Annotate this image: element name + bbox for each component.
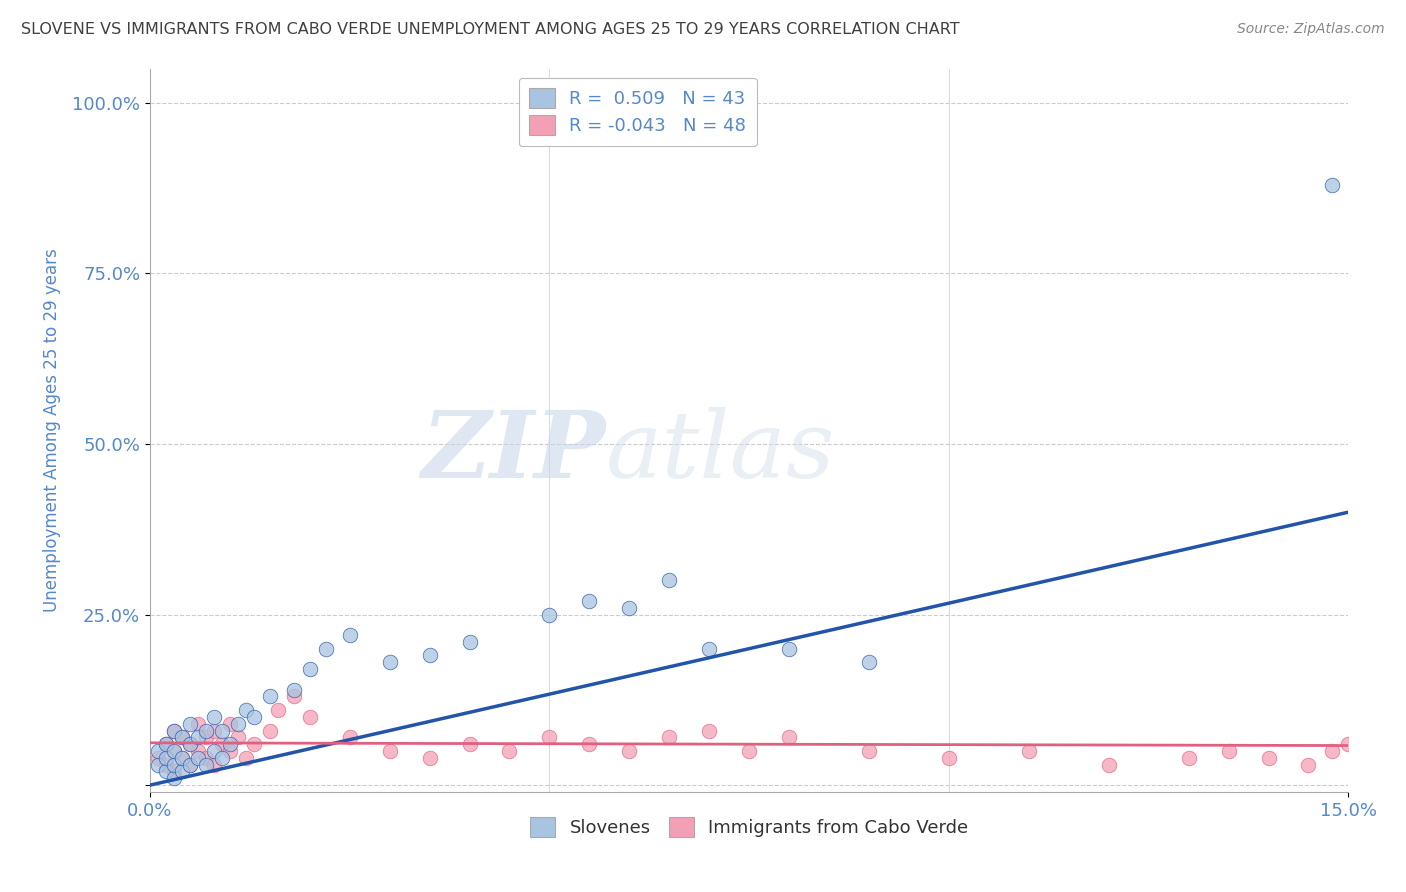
Point <box>187 716 209 731</box>
Point <box>163 744 186 758</box>
Point <box>146 757 169 772</box>
Point <box>378 744 401 758</box>
Point <box>235 703 257 717</box>
Legend: Slovenes, Immigrants from Cabo Verde: Slovenes, Immigrants from Cabo Verde <box>523 810 976 845</box>
Point <box>283 682 305 697</box>
Point <box>218 737 240 751</box>
Point <box>498 744 520 758</box>
Point <box>179 716 201 731</box>
Text: Source: ZipAtlas.com: Source: ZipAtlas.com <box>1237 22 1385 37</box>
Point <box>1218 744 1240 758</box>
Point <box>578 594 600 608</box>
Point <box>226 716 249 731</box>
Point <box>538 607 561 622</box>
Point <box>378 655 401 669</box>
Point <box>1257 751 1279 765</box>
Point <box>538 731 561 745</box>
Point <box>146 751 169 765</box>
Point <box>858 655 880 669</box>
Point <box>697 641 720 656</box>
Point <box>778 641 800 656</box>
Point <box>1322 178 1344 192</box>
Point <box>163 757 186 772</box>
Point <box>259 690 281 704</box>
Point <box>1337 737 1360 751</box>
Point <box>267 703 290 717</box>
Point <box>170 731 193 745</box>
Point <box>218 744 240 758</box>
Point <box>187 751 209 765</box>
Point <box>211 723 233 738</box>
Point <box>179 757 201 772</box>
Point <box>170 764 193 779</box>
Point <box>298 710 321 724</box>
Point <box>202 757 225 772</box>
Point <box>1098 757 1121 772</box>
Point <box>458 737 481 751</box>
Point <box>738 744 761 758</box>
Point <box>298 662 321 676</box>
Point <box>155 751 177 765</box>
Point <box>187 744 209 758</box>
Point <box>163 744 186 758</box>
Point <box>194 731 217 745</box>
Point <box>938 751 960 765</box>
Point <box>170 751 193 765</box>
Point <box>155 757 177 772</box>
Y-axis label: Unemployment Among Ages 25 to 29 years: Unemployment Among Ages 25 to 29 years <box>44 248 60 612</box>
Point <box>187 731 209 745</box>
Point <box>194 723 217 738</box>
Point <box>202 723 225 738</box>
Point <box>1018 744 1040 758</box>
Point <box>163 723 186 738</box>
Point <box>619 600 641 615</box>
Point <box>658 574 681 588</box>
Point <box>155 764 177 779</box>
Point <box>283 690 305 704</box>
Point <box>211 751 233 765</box>
Point <box>179 737 201 751</box>
Point <box>339 731 361 745</box>
Point <box>163 764 186 779</box>
Point <box>194 757 217 772</box>
Point <box>419 648 441 663</box>
Point <box>578 737 600 751</box>
Point <box>778 731 800 745</box>
Point <box>243 710 266 724</box>
Point <box>170 731 193 745</box>
Point <box>211 737 233 751</box>
Point <box>1322 744 1344 758</box>
Point <box>339 628 361 642</box>
Point <box>619 744 641 758</box>
Point <box>170 751 193 765</box>
Point <box>179 737 201 751</box>
Point <box>458 635 481 649</box>
Point <box>259 723 281 738</box>
Point <box>179 757 201 772</box>
Text: SLOVENE VS IMMIGRANTS FROM CABO VERDE UNEMPLOYMENT AMONG AGES 25 TO 29 YEARS COR: SLOVENE VS IMMIGRANTS FROM CABO VERDE UN… <box>21 22 960 37</box>
Point <box>202 710 225 724</box>
Point <box>315 641 337 656</box>
Text: ZIP: ZIP <box>422 407 606 497</box>
Point <box>155 737 177 751</box>
Point <box>419 751 441 765</box>
Point <box>146 744 169 758</box>
Point <box>658 731 681 745</box>
Point <box>1298 757 1320 772</box>
Point <box>218 716 240 731</box>
Point <box>202 744 225 758</box>
Point <box>226 731 249 745</box>
Point <box>194 751 217 765</box>
Point <box>163 772 186 786</box>
Point <box>858 744 880 758</box>
Point <box>243 737 266 751</box>
Point <box>163 723 186 738</box>
Point <box>1177 751 1199 765</box>
Point <box>697 723 720 738</box>
Point <box>155 737 177 751</box>
Text: atlas: atlas <box>606 407 835 497</box>
Point <box>235 751 257 765</box>
